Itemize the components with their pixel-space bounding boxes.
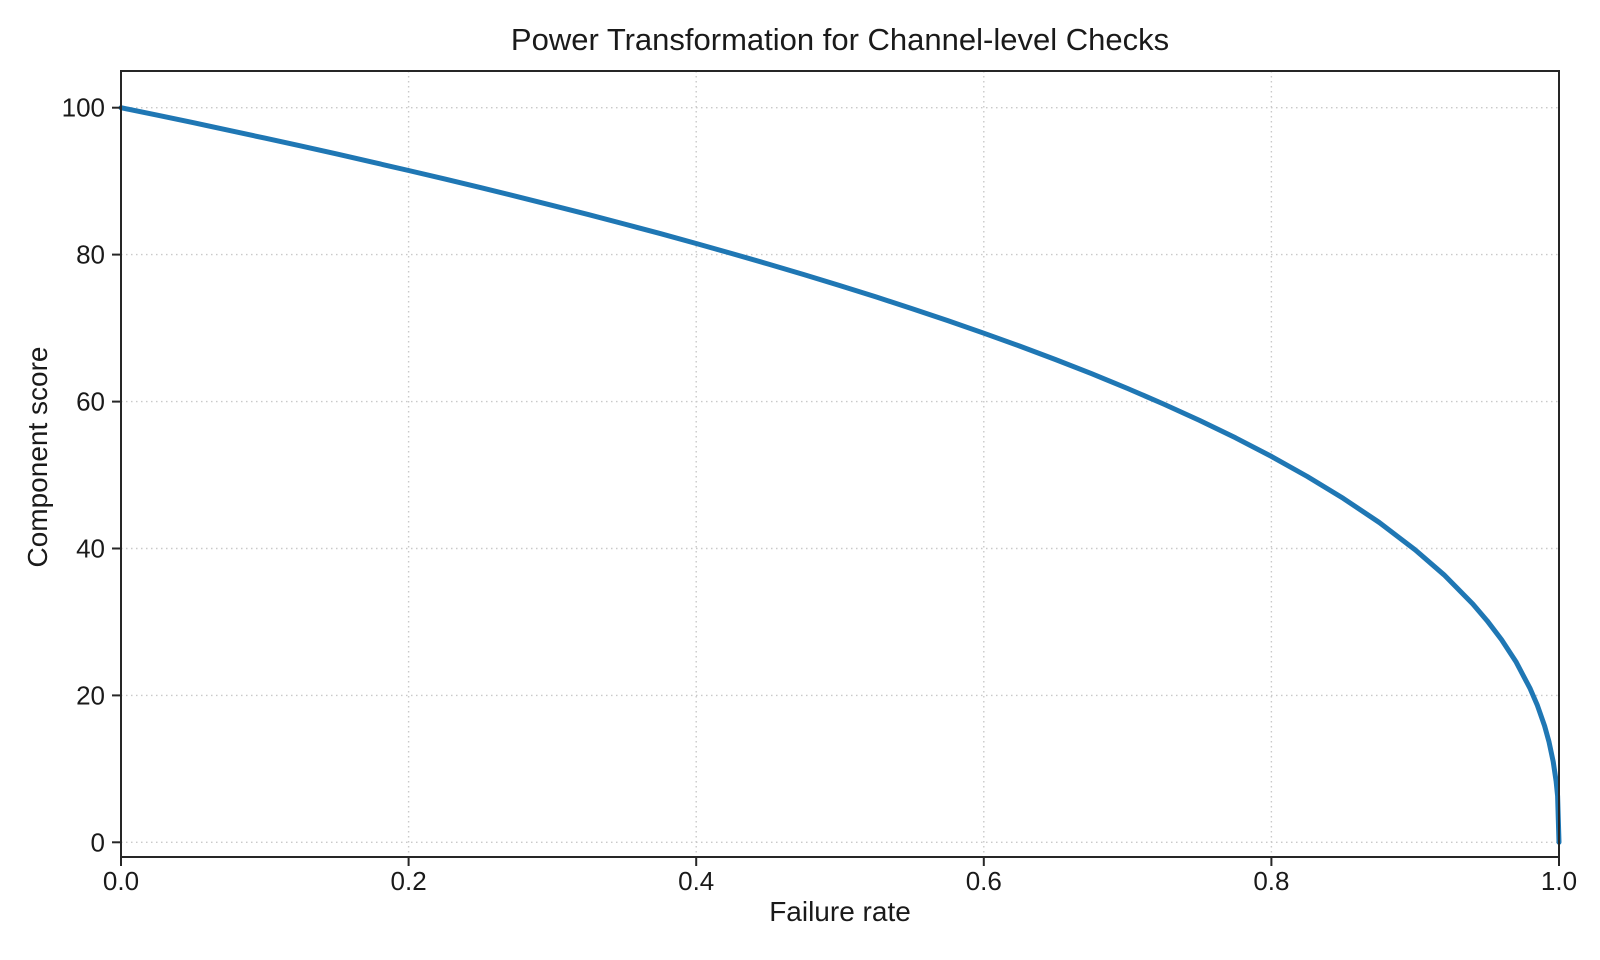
y-tick-label: 60	[76, 387, 105, 417]
series-line-component-score-curve	[118, 105, 1562, 845]
x-tick-label: 0.8	[1253, 866, 1289, 896]
y-tick-label: 40	[76, 534, 105, 564]
axes-spines	[120, 70, 1560, 858]
y-tick-label: 20	[76, 680, 105, 710]
x-tick-label: 0.0	[103, 866, 139, 896]
x-tick-label: 1.0	[1541, 866, 1577, 896]
y-tick-label: 100	[62, 93, 105, 123]
x-tick-label: 0.2	[391, 866, 427, 896]
x-tick-label: 0.6	[966, 866, 1002, 896]
y-tick-label: 80	[76, 240, 105, 270]
chart-title: Power Transformation for Channel-level C…	[510, 22, 1170, 57]
y-tick-label: 0	[91, 827, 105, 857]
x-tick-label: 0.4	[678, 866, 714, 896]
x-axis-label: Failure rate	[769, 896, 911, 927]
